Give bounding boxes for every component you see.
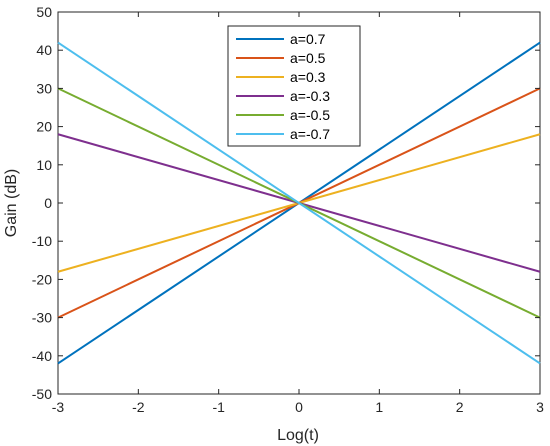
- legend-label-2: a=0.3: [290, 69, 326, 85]
- y-tick-label: 40: [36, 42, 52, 58]
- x-tick-label: 2: [456, 399, 464, 415]
- y-tick-label: 20: [36, 119, 52, 135]
- y-tick-label: 50: [36, 4, 52, 20]
- series-layer: [57, 41, 541, 365]
- legend-label-3: a=-0.3: [290, 88, 330, 104]
- series-line-5: [57, 41, 541, 365]
- x-axis-label: Log(t): [277, 427, 319, 444]
- legend-label-0: a=0.7: [290, 31, 326, 47]
- x-tick-label: -2: [132, 399, 145, 415]
- y-tick-label: -50: [32, 386, 52, 402]
- x-tick-label: 0: [295, 399, 303, 415]
- y-tick-label: 30: [36, 80, 52, 96]
- legend-box: [227, 25, 361, 147]
- x-tick-label: 3: [536, 399, 544, 415]
- y-tick-label: -30: [32, 310, 52, 326]
- legend-label-5: a=-0.7: [290, 126, 330, 142]
- y-tick-label: 0: [44, 195, 52, 211]
- legend-label-1: a=0.5: [290, 50, 326, 66]
- y-tick-label: -40: [32, 348, 52, 364]
- y-tick-label: 10: [36, 157, 52, 173]
- y-tick-label: -20: [32, 271, 52, 287]
- y-axis-label: Gain (dB): [3, 169, 20, 237]
- x-tick-label: -3: [52, 399, 65, 415]
- y-tick-label: -10: [32, 233, 52, 249]
- x-tick-label: -1: [212, 399, 225, 415]
- x-tick-label: 1: [375, 399, 383, 415]
- legend-label-4: a=-0.5: [290, 107, 330, 123]
- legend: a=0.7 a=0.5 a=0.3 a=-0.3 a=-0.5 a=-0.7: [227, 25, 361, 147]
